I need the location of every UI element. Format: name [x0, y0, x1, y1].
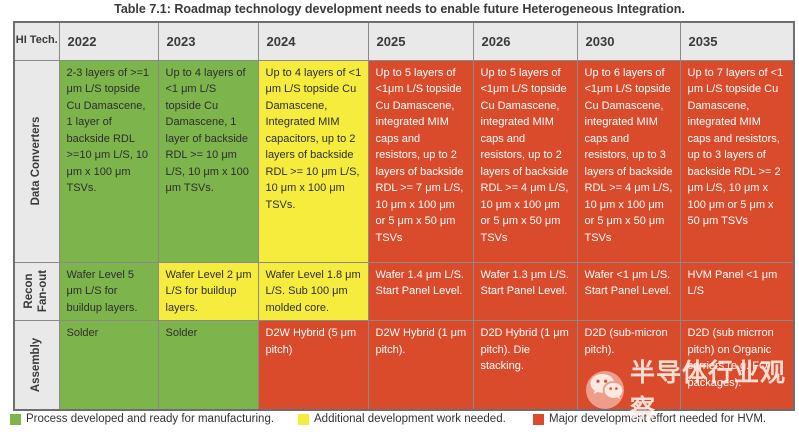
cell-recon-fan-out-2026: Wafer 1.3 μm L/S. Start Panel Level. — [472, 261, 578, 321]
cell-assembly-2022: Solder — [58, 320, 159, 410]
row-data-converters: Data Converters 2-3 layers of >=1 μm L/S… — [13, 59, 795, 263]
cell-data-converters-2035: Up to 7 layers of <1 μm L/S topside Cu D… — [679, 59, 795, 263]
cell-recon-fan-out-2024: Wafer Level 1.8 μm L/S. Sub 100 μm molde… — [257, 261, 369, 321]
cell-recon-fan-out-2022: Wafer Level 5 μm L/S for buildup layers. — [58, 261, 159, 321]
legend-item-yellow: Additional development work needed. — [298, 413, 506, 425]
legend-label: Major development effort needed for HVM. — [549, 413, 767, 425]
row-label-text: Data Converters — [29, 116, 42, 206]
cell-data-converters-2023: Up to 4 layers of <1 μm L/S topside Cu D… — [157, 59, 259, 263]
row-recon-fan-out: Recon Fan-out Wafer Level 5 μm L/S for b… — [13, 261, 795, 321]
roadmap-table: HI Tech. 2022 2023 2024 2025 2026 2030 2… — [13, 21, 795, 411]
year-header-2026: 2026 — [472, 21, 578, 61]
yellow-swatch — [298, 413, 309, 425]
legend-label: Process developed and ready for manufact… — [26, 413, 275, 425]
cell-recon-fan-out-2023: Wafer Level 2 μm L/S for buildup layers. — [157, 261, 259, 321]
red-swatch — [533, 413, 544, 425]
cell-recon-fan-out-2030: Wafer <1 μm L/S. Start Panel Level. — [576, 261, 681, 321]
green-swatch — [10, 413, 21, 425]
row-assembly: Assembly Solder Solder D2W Hybrid (5 μm … — [13, 320, 795, 410]
cell-assembly-2024: D2W Hybrid (5 μm pitch) — [257, 320, 369, 410]
row-label-recon-fan-out: Recon Fan-out — [13, 261, 60, 321]
cell-data-converters-2022: 2-3 layers of >=1 μm L/S topside Cu Dama… — [58, 59, 159, 263]
cell-assembly-2026: D2D Hybrid (1 μm pitch). Die stacking. — [472, 320, 578, 410]
cell-data-converters-2026: Up to 5 layers of <1μm L/S topside Cu Da… — [472, 59, 578, 263]
year-header-2024: 2024 — [257, 21, 369, 61]
cell-assembly-2035: D2D (sub micrron pitch) on Organic carri… — [679, 320, 795, 410]
cell-data-converters-2030: Up to 6 layers of <1μm L/S topside Cu Da… — [576, 59, 681, 263]
table-caption: Table 7.1: Roadmap technology developmen… — [114, 2, 685, 16]
year-header-2023: 2023 — [157, 21, 259, 61]
row-label-text: Assembly — [29, 337, 42, 392]
row-label-text: Recon Fan-out — [22, 270, 49, 313]
year-header-2025: 2025 — [367, 21, 474, 61]
cell-assembly-2023: Solder — [157, 320, 259, 410]
header-row: HI Tech. 2022 2023 2024 2025 2026 2030 2… — [13, 21, 795, 61]
row-label-data-converters: Data Converters — [13, 59, 60, 263]
legend-item-green: Process developed and ready for manufact… — [10, 413, 274, 425]
cell-data-converters-2024: Up to 4 layers of <1 μm L/S topside Cu D… — [257, 59, 369, 263]
legend-label: Additional development work needed. — [314, 413, 506, 425]
legend-item-red: Major development effort needed for HVM. — [533, 413, 766, 425]
cell-recon-fan-out-2025: Wafer 1.4 μm L/S. Start Panel Level. — [367, 261, 474, 321]
year-header-2030: 2030 — [576, 21, 681, 61]
legend: Process developed and ready for manufact… — [10, 413, 795, 429]
row-label-assembly: Assembly — [13, 320, 60, 410]
cell-data-converters-2025: Up to 5 layers of <1μm L/S topside Cu Da… — [367, 59, 474, 263]
cell-recon-fan-out-2035: HVM Panel <1 μm L/S — [679, 261, 795, 321]
cell-assembly-2025: D2W Hybrid (1 μm pitch). — [367, 320, 474, 410]
year-header-2022: 2022 — [58, 21, 159, 61]
corner-header: HI Tech. — [13, 21, 60, 61]
cell-assembly-2030: D2D (sub-micron pitch). — [576, 320, 681, 410]
year-header-2035: 2035 — [679, 21, 795, 61]
